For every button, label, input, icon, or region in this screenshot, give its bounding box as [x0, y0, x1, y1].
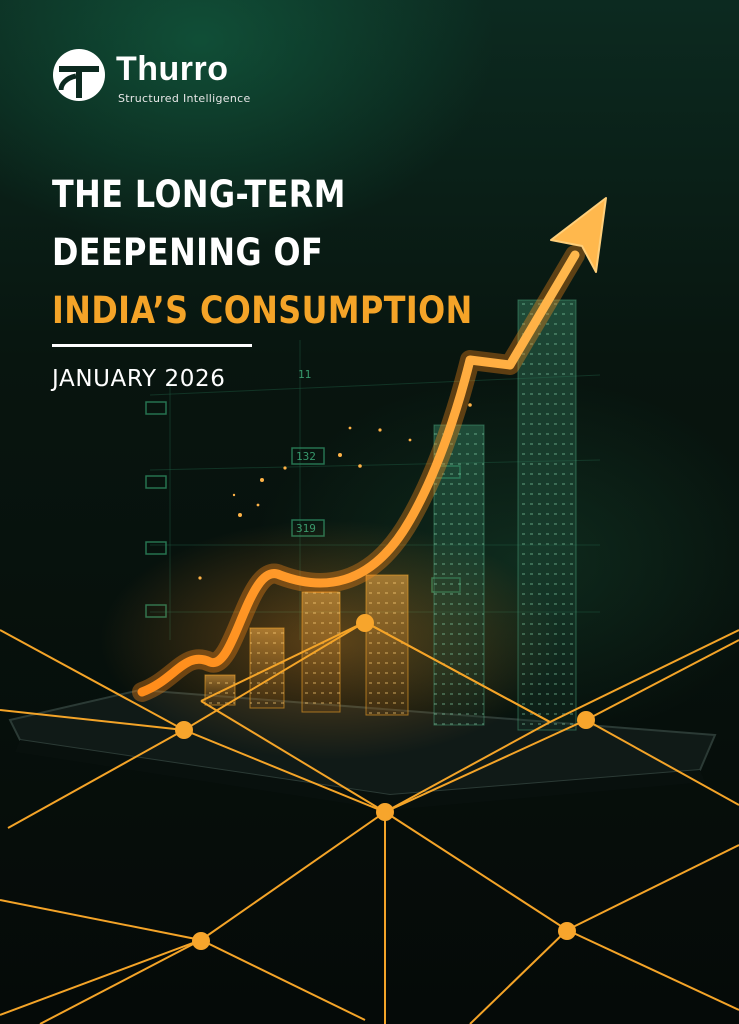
chip-labels: 11 132 319: [296, 368, 316, 535]
node-3: [577, 711, 595, 729]
node-6: [558, 922, 576, 940]
brand-name: Thurro: [116, 50, 229, 88]
report-date: JANUARY 2026: [52, 366, 226, 392]
growth-bars: [204, 299, 577, 731]
thurro-logo-icon: [53, 49, 105, 101]
title-line-1: THE LONG-TERM: [52, 173, 346, 216]
node-2: [175, 721, 193, 739]
network-nodes: [175, 614, 595, 950]
chip-label-2: 132: [296, 450, 316, 463]
title-divider: [52, 344, 252, 347]
title-line-2: DEEPENING OF: [52, 231, 324, 274]
brand-tagline: Structured Intelligence: [118, 92, 251, 105]
node-4: [376, 803, 394, 821]
growth-arrow-icon: [132, 197, 607, 702]
report-title: THE LONG-TERM DEEPENING OF INDIA’S CONSU…: [52, 166, 473, 340]
chip-label-1: 11: [298, 368, 311, 381]
node-5: [192, 932, 210, 950]
title-line-3: INDIA’S CONSUMPTION: [52, 289, 473, 332]
node-1: [356, 614, 374, 632]
sparkles: [198, 403, 472, 580]
